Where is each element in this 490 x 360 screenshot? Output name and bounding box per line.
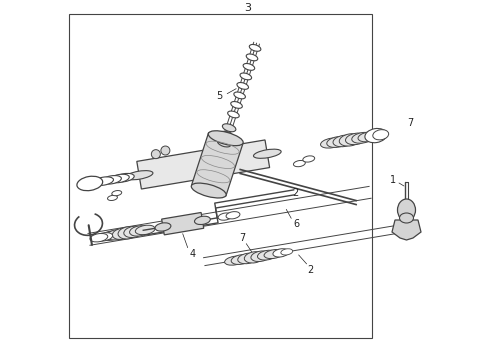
Ellipse shape: [220, 131, 233, 139]
Polygon shape: [392, 220, 421, 240]
Ellipse shape: [77, 176, 103, 191]
Ellipse shape: [399, 213, 414, 223]
Ellipse shape: [161, 146, 170, 155]
Ellipse shape: [222, 124, 236, 132]
Ellipse shape: [257, 250, 277, 260]
Ellipse shape: [234, 92, 245, 99]
Ellipse shape: [365, 129, 387, 143]
Ellipse shape: [303, 156, 315, 162]
Bar: [69, 14, 372, 338]
Text: 7: 7: [408, 118, 414, 128]
Ellipse shape: [218, 213, 232, 220]
Ellipse shape: [125, 171, 153, 180]
Ellipse shape: [264, 249, 284, 258]
Polygon shape: [192, 133, 243, 196]
Ellipse shape: [101, 231, 121, 240]
Ellipse shape: [327, 136, 348, 147]
Ellipse shape: [101, 176, 122, 184]
Ellipse shape: [405, 226, 419, 236]
Ellipse shape: [118, 227, 138, 239]
Text: 6: 6: [293, 219, 299, 229]
Ellipse shape: [245, 252, 264, 263]
Ellipse shape: [106, 230, 126, 240]
Ellipse shape: [273, 249, 289, 257]
Ellipse shape: [115, 174, 134, 182]
Ellipse shape: [397, 199, 416, 221]
Ellipse shape: [231, 255, 251, 265]
Ellipse shape: [281, 249, 293, 255]
Ellipse shape: [218, 139, 231, 147]
Text: 7: 7: [239, 233, 245, 243]
Ellipse shape: [243, 63, 255, 70]
Text: 5: 5: [216, 91, 222, 101]
Ellipse shape: [339, 134, 361, 146]
Text: 4: 4: [190, 249, 196, 259]
Ellipse shape: [107, 195, 118, 201]
Polygon shape: [162, 212, 204, 235]
Ellipse shape: [195, 216, 210, 225]
Text: 1: 1: [390, 175, 396, 185]
Text: 3: 3: [244, 3, 251, 13]
Ellipse shape: [352, 132, 373, 143]
Ellipse shape: [151, 150, 160, 159]
Ellipse shape: [95, 233, 113, 241]
Ellipse shape: [345, 133, 368, 145]
Ellipse shape: [246, 54, 258, 61]
Ellipse shape: [112, 228, 132, 239]
Ellipse shape: [124, 226, 144, 238]
Ellipse shape: [373, 130, 389, 140]
Polygon shape: [137, 140, 270, 189]
Ellipse shape: [294, 161, 305, 167]
Ellipse shape: [240, 73, 251, 80]
Ellipse shape: [135, 225, 155, 235]
Ellipse shape: [237, 82, 248, 89]
Ellipse shape: [129, 226, 149, 236]
Ellipse shape: [249, 45, 261, 51]
Ellipse shape: [109, 174, 129, 183]
Ellipse shape: [112, 190, 122, 196]
Ellipse shape: [208, 131, 243, 146]
Ellipse shape: [320, 138, 343, 148]
Ellipse shape: [191, 183, 226, 198]
Ellipse shape: [90, 234, 108, 242]
Ellipse shape: [155, 223, 171, 231]
Ellipse shape: [226, 212, 240, 219]
Ellipse shape: [251, 251, 270, 261]
Ellipse shape: [238, 253, 258, 264]
Text: 2: 2: [292, 189, 298, 198]
Ellipse shape: [253, 149, 281, 158]
Text: 2: 2: [308, 265, 314, 275]
Ellipse shape: [224, 256, 245, 265]
Ellipse shape: [94, 177, 114, 185]
Ellipse shape: [228, 111, 239, 118]
Ellipse shape: [358, 132, 380, 142]
Ellipse shape: [231, 102, 243, 108]
Ellipse shape: [333, 135, 355, 147]
